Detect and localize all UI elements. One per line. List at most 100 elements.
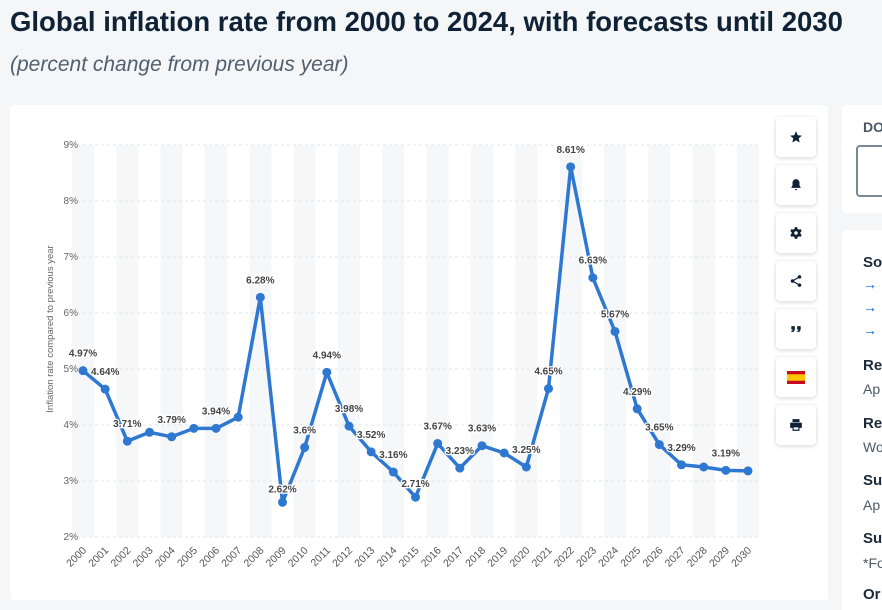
data-point[interactable] (167, 432, 177, 442)
print-button[interactable] (776, 405, 816, 445)
x-tick-label: 2008 (241, 545, 266, 570)
region-value: Wo (863, 439, 882, 455)
data-point[interactable] (278, 497, 287, 507)
data-point[interactable] (610, 326, 620, 336)
download-button[interactable] (856, 145, 882, 197)
source-link-1-arrow-icon[interactable]: → (863, 276, 877, 292)
column-stripe (116, 145, 139, 537)
data-point[interactable] (433, 438, 443, 448)
data-point[interactable] (455, 463, 465, 473)
data-point[interactable] (743, 466, 753, 476)
star-icon (790, 131, 802, 143)
x-tick-label: 2020 (507, 545, 532, 570)
region-heading: Re (863, 415, 882, 432)
data-point[interactable] (145, 427, 154, 437)
data-point[interactable] (588, 273, 598, 283)
x-tick-label: 2016 (419, 545, 444, 570)
x-tick-label: 2009 (264, 545, 289, 570)
column-stripe (426, 145, 449, 537)
x-tick-label: 2030 (729, 545, 754, 570)
data-label: 3.6% (293, 425, 316, 436)
source-heading: So (863, 254, 882, 271)
data-point[interactable] (499, 448, 509, 458)
data-label: 3.94% (202, 406, 230, 417)
settings-button[interactable] (776, 213, 816, 253)
column-stripe (204, 145, 228, 537)
x-tick-label: 2028 (685, 545, 710, 570)
x-tick-label: 2018 (463, 545, 488, 570)
column-stripe (648, 145, 671, 537)
data-point[interactable] (322, 367, 332, 377)
data-point[interactable] (211, 423, 221, 433)
x-tick-label: 2006 (197, 545, 222, 570)
download-label: DO (863, 119, 882, 135)
data-label: 2.71% (401, 479, 429, 490)
data-point[interactable] (344, 421, 354, 431)
data-point[interactable] (521, 462, 531, 472)
x-tick-label: 2011 (308, 545, 333, 570)
supplementary-heading: Su (863, 530, 882, 547)
survey-period-heading: Su (863, 472, 882, 489)
data-point[interactable] (122, 436, 132, 446)
data-labels: 4.97% 4.64% 3.71% 3.79% 3.94% 6.28% 2.62% 3.6% 4… (68, 144, 742, 497)
data-point[interactable] (189, 423, 199, 433)
data-point[interactable] (566, 162, 576, 172)
data-label: 3.67% (423, 421, 451, 432)
bell-icon (791, 179, 801, 191)
column-stripe (293, 145, 316, 537)
data-point[interactable] (721, 465, 731, 475)
column-stripe (249, 145, 272, 537)
data-point[interactable] (366, 447, 376, 457)
data-point[interactable] (233, 412, 243, 422)
data-label: 3.16% (379, 450, 407, 461)
x-tick-label: 2023 (574, 545, 599, 570)
x-tick-label: 2027 (663, 545, 688, 570)
data-point[interactable] (100, 384, 110, 394)
column-stripe (160, 145, 183, 537)
column-stripe (470, 145, 494, 537)
data-point[interactable] (677, 460, 686, 470)
data-point[interactable] (300, 442, 310, 452)
quote-icon (790, 326, 801, 332)
x-tick-label: 2021 (530, 545, 555, 570)
column-stripe (382, 145, 405, 537)
share-button[interactable] (776, 261, 816, 301)
data-label: 4.94% (313, 350, 341, 361)
y-tick-label: 6% (64, 308, 79, 319)
source-link-3-arrow-icon[interactable]: → (863, 322, 877, 338)
y-tick-label: 8% (64, 196, 79, 207)
data-point[interactable] (255, 292, 265, 302)
data-point[interactable] (544, 384, 553, 394)
data-point[interactable] (477, 441, 487, 451)
data-label: 4.29% (623, 387, 651, 398)
data-point[interactable] (654, 440, 664, 450)
gridlines (71, 144, 760, 538)
data-point[interactable] (632, 404, 642, 414)
source-link-2-arrow-icon[interactable]: → (863, 299, 877, 315)
notification-button[interactable] (776, 165, 816, 205)
other-heading: Or (863, 586, 881, 603)
data-label: 5.67% (601, 309, 629, 320)
x-tick-label: 2019 (485, 545, 510, 570)
x-tick-label: 2029 (707, 545, 732, 570)
cite-button[interactable] (776, 309, 816, 349)
column-stripe (603, 145, 627, 537)
data-label: 6.63% (579, 256, 607, 267)
data-point[interactable] (699, 462, 709, 472)
data-point[interactable] (388, 467, 398, 477)
x-tick-label: 2026 (640, 545, 665, 570)
data-label: 6.28% (246, 275, 274, 286)
column-stripe (71, 145, 95, 537)
language-button[interactable] (776, 357, 816, 397)
x-tick-label: 2024 (596, 545, 621, 570)
data-point[interactable] (78, 366, 88, 376)
x-tick-label: 2015 (397, 545, 422, 570)
data-label: 3.98% (335, 404, 363, 415)
data-label: 3.25% (512, 445, 540, 456)
y-tick-label: 5% (64, 364, 79, 375)
data-point[interactable] (411, 492, 420, 502)
column-stripe (559, 145, 582, 537)
favorite-button[interactable] (776, 117, 816, 157)
data-label: 4.65% (534, 367, 562, 378)
column-stripe (515, 145, 538, 537)
